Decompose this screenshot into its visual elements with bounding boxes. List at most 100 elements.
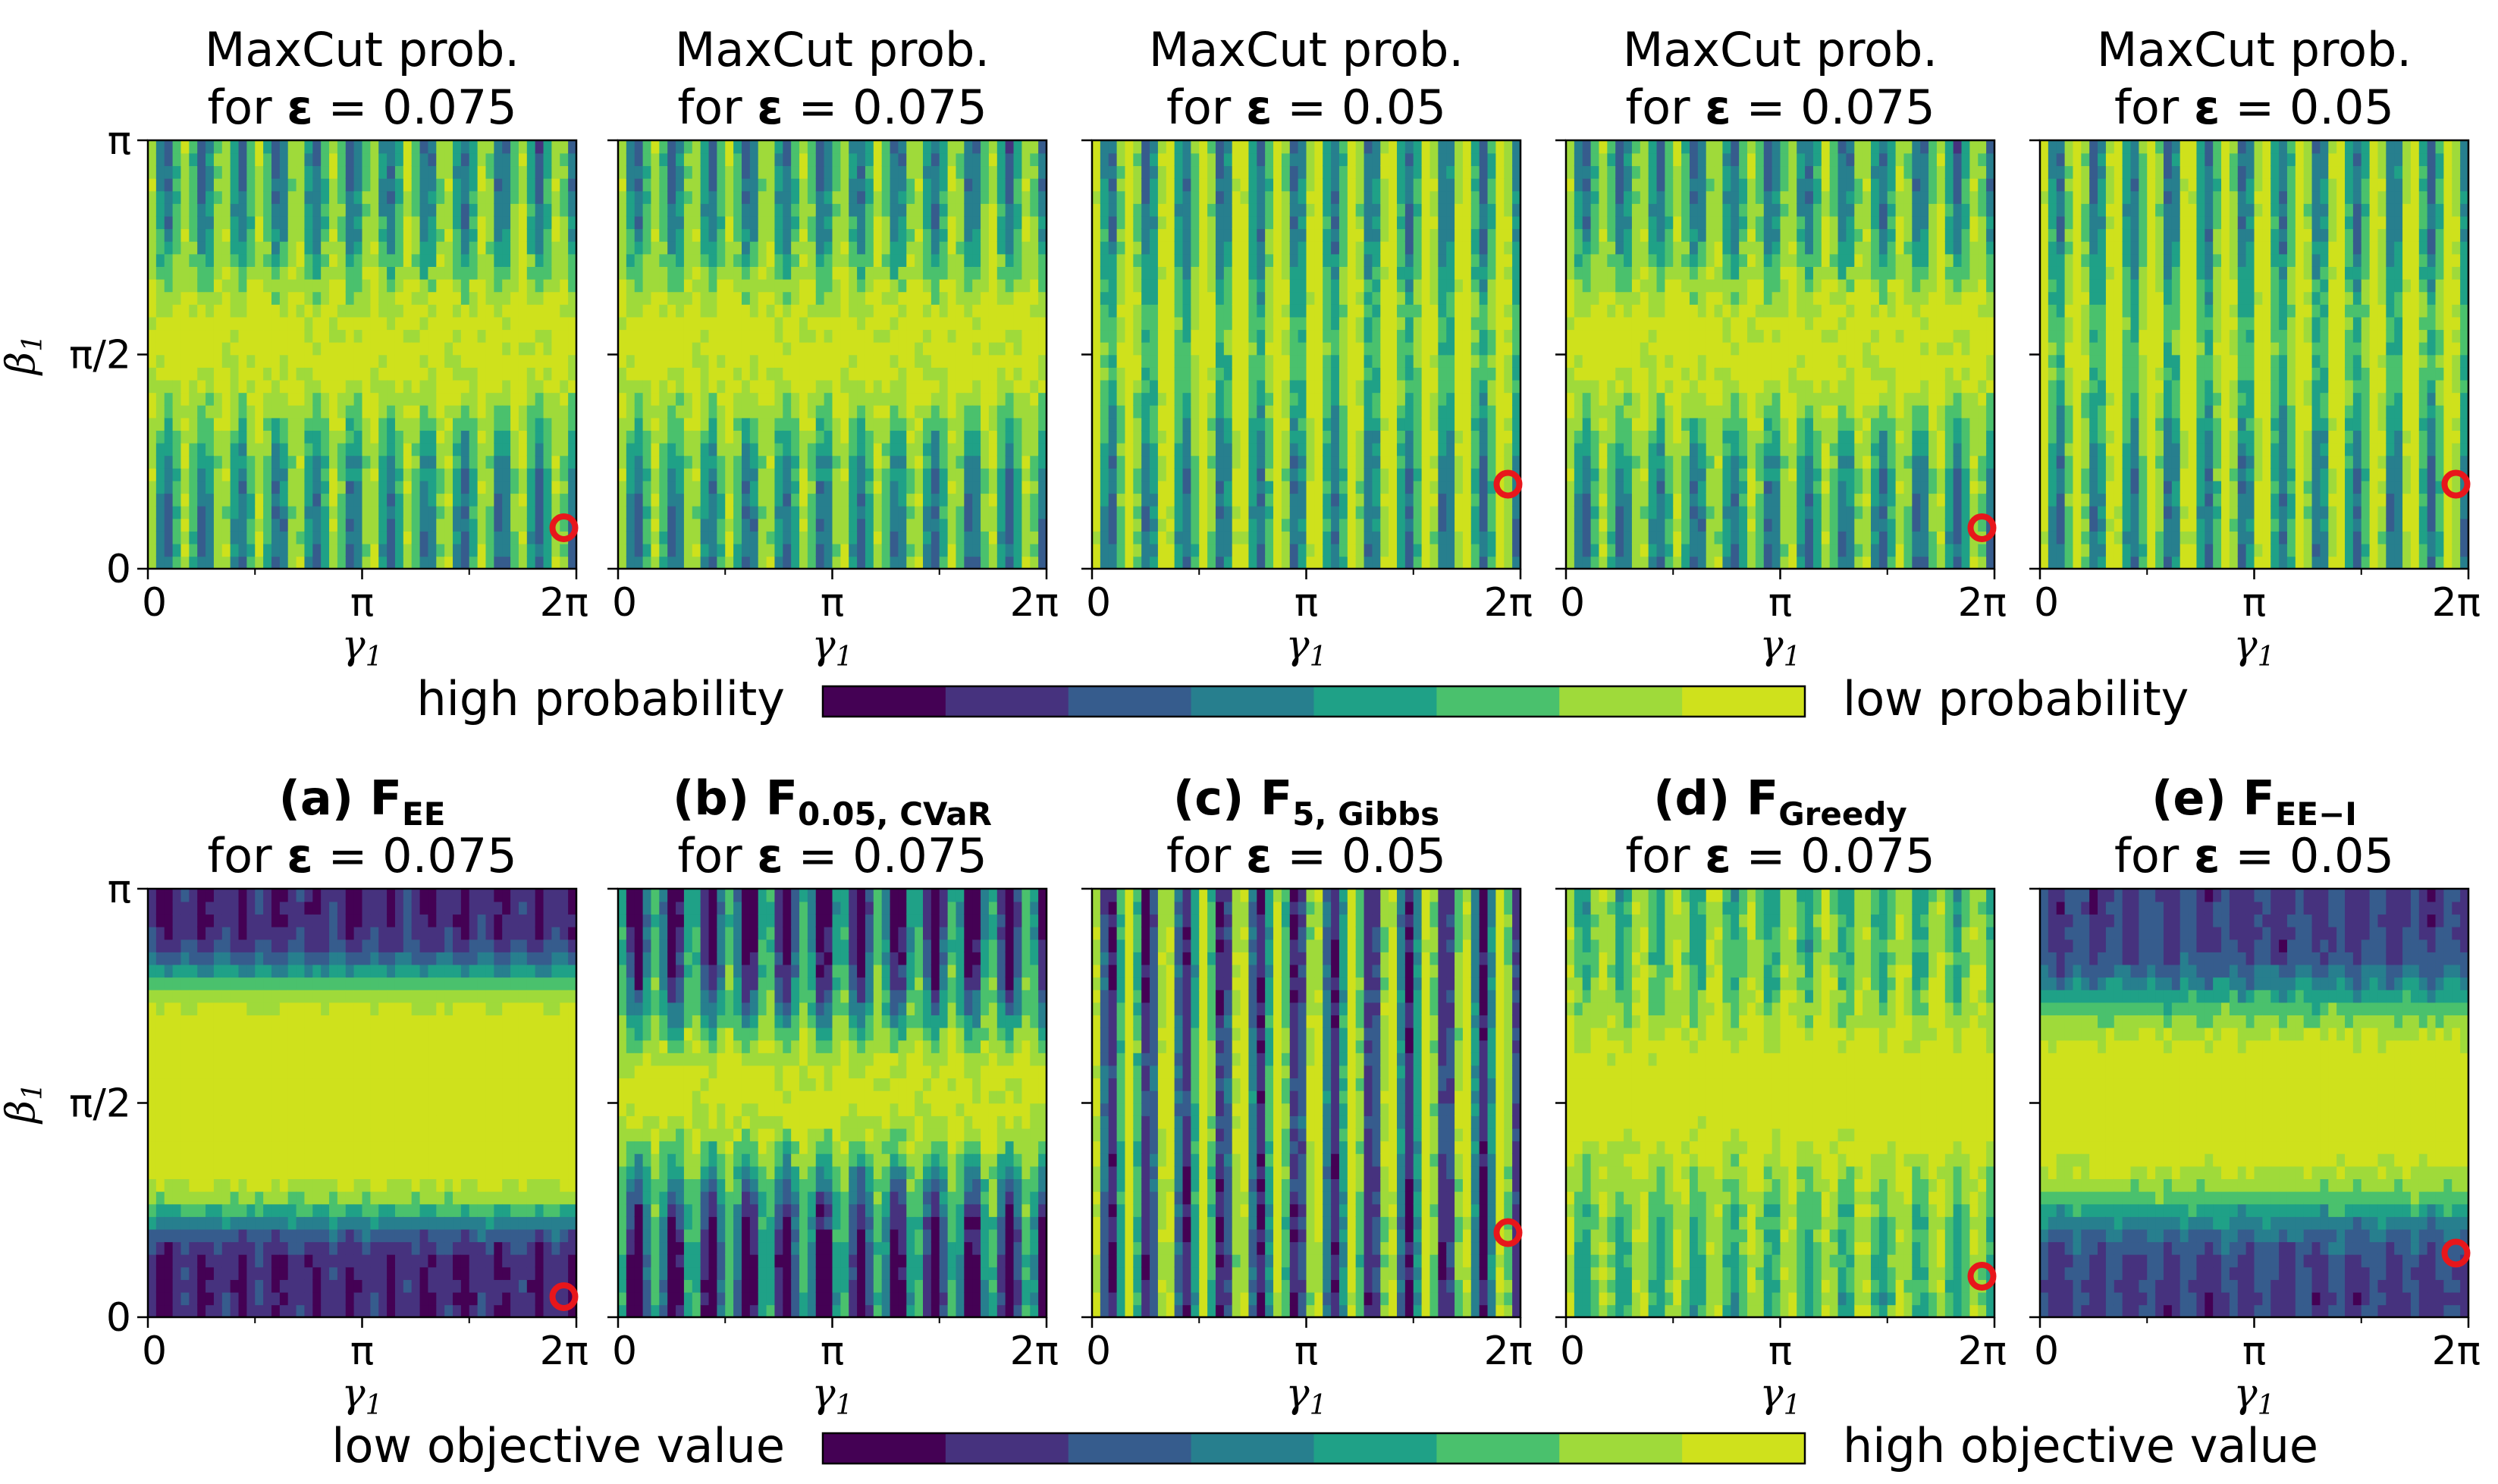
heatmap-cell [238,329,248,343]
heatmap-cell [964,316,974,331]
heatmap-cell [246,316,256,331]
heatmap-cell [1347,367,1357,381]
heatmap-cell [518,505,528,519]
heatmap-cell [304,442,314,456]
heatmap-cell [1314,556,1324,569]
heatmap-cell [1182,543,1192,557]
heatmap-cell [1157,253,1167,267]
heatmap-cell [387,417,396,431]
heatmap-cell [642,316,652,331]
heatmap-cell [1248,430,1258,444]
heatmap-cell [469,253,479,267]
heatmap-cell [758,203,767,217]
heatmap-cell [815,430,825,444]
heatmap-cell [1157,152,1167,167]
heatmap-cell [857,480,866,494]
heatmap-cell [1133,367,1142,381]
heatmap-cell [626,190,635,204]
heatmap-cell [915,291,924,305]
heatmap-cell [988,468,998,482]
heatmap-cell [832,480,842,494]
heatmap-cell [155,278,165,293]
heatmap-cell [436,442,445,456]
heatmap-cell [1257,505,1266,519]
heatmap-cell [337,177,347,192]
heatmap-cell [255,531,264,544]
heatmap-cell [1364,354,1373,368]
heatmap-cell [651,190,661,204]
heatmap-cell [799,480,808,494]
heatmap-cell [964,367,974,381]
heatmap-cell [155,404,165,419]
heatmap-cell [469,228,479,242]
heatmap-cell [717,203,726,217]
heatmap-cell [189,240,198,255]
heatmap-cell [428,556,438,569]
heatmap-cell [832,165,842,179]
heatmap-cell [502,531,511,544]
heatmap-cell [1404,404,1414,419]
heatmap-cell [1421,430,1431,444]
heatmap-cell [824,278,833,293]
heatmap-cell [560,404,569,419]
heatmap-cell [1404,253,1414,267]
heatmap-cell [1289,468,1299,482]
heatmap-cell [1141,379,1150,394]
heatmap-cell [717,165,726,179]
heatmap-cell [444,203,453,217]
heatmap-cell [1273,455,1282,469]
heatmap-cell [676,404,685,419]
heatmap-cell [453,430,462,444]
heatmap-cell [1174,455,1184,469]
heatmap-cell [890,379,899,394]
heatmap-cell [1141,442,1150,456]
heatmap-cell [444,278,453,293]
heatmap-cell [155,505,165,519]
heatmap-cell [1199,152,1208,167]
heatmap-cell [915,556,924,569]
heatmap-cell [387,291,396,305]
heatmap-cell [865,379,874,394]
heatmap-cell [502,215,511,230]
heatmap-cell [1347,152,1357,167]
heatmap-cell [1323,165,1332,179]
heatmap-cell [172,480,182,494]
heatmap-cell [634,165,644,179]
heatmap-cell [312,442,322,456]
heatmap-cell [815,215,825,230]
y-tick-label-part: π [108,118,131,164]
heatmap-cell [221,468,231,482]
heatmap-cell [469,190,479,204]
heatmap-cell [526,404,536,419]
heatmap-cell [428,215,438,230]
heatmap-cell [419,152,429,167]
heatmap-cell [626,442,635,456]
heatmap-cell [444,442,453,456]
heatmap-cell [964,531,974,544]
heatmap-cell [180,404,190,419]
heatmap-cell [1257,152,1266,167]
heatmap-cell [1421,140,1431,154]
heatmap-cell [642,165,652,179]
heatmap-cell [337,379,347,394]
heatmap-cell [312,543,322,557]
heatmap-cell [939,404,949,419]
heatmap-cell [1364,455,1373,469]
heatmap-cell [378,367,388,381]
heatmap-cell [469,354,479,368]
heatmap-cell [618,177,627,192]
heatmap-cell [1380,493,1389,507]
heatmap-cell [1404,543,1414,557]
heatmap-cell [337,442,347,456]
heatmap-cell [246,556,256,569]
heatmap-cell [436,505,445,519]
heatmap-cell [411,190,421,204]
heatmap-cell [988,556,998,569]
heatmap-cell [692,215,701,230]
heatmap-cell [296,278,306,293]
heatmap-cell [1100,316,1109,331]
heatmap-cell [1030,468,1039,482]
heatmap-cell [683,442,693,456]
heatmap-cell [263,518,272,532]
heatmap-cell [996,203,1006,217]
